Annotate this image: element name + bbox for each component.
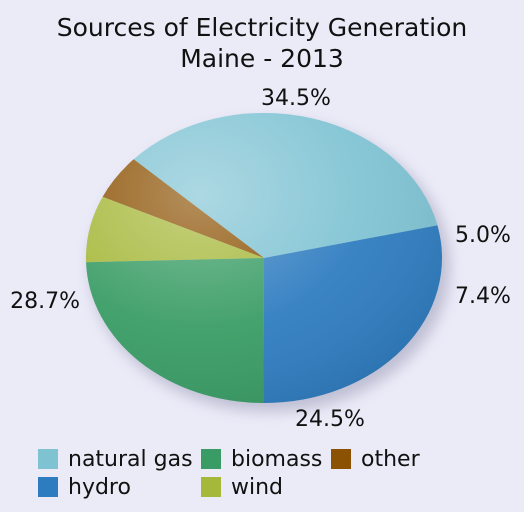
chart-title-line-1: Sources of Electricity Generation <box>57 13 467 42</box>
slice-label-wind: 7.4% <box>455 284 511 309</box>
legend-swatch-wind <box>201 477 221 497</box>
legend-label-wind: wind <box>231 475 283 500</box>
legend-label-natural-gas: natural gas <box>68 447 193 472</box>
slice-label-natural-gas: 34.5% <box>261 86 331 111</box>
legend-label-hydro: hydro <box>68 475 131 500</box>
legend-item-natural-gas: natural gas <box>38 447 193 472</box>
legend-item-wind: wind <box>201 475 283 500</box>
chart-title-line-2: Maine - 2013 <box>180 44 344 73</box>
legend-swatch-hydro <box>38 477 58 497</box>
legend-label-biomass: biomass <box>231 447 322 472</box>
legend-swatch-other <box>331 449 351 469</box>
legend-item-biomass: biomass <box>201 447 322 472</box>
slice-label-biomass: 24.5% <box>295 407 365 432</box>
legend-swatch-biomass <box>201 449 221 469</box>
legend-label-other: other <box>361 447 421 472</box>
legend-item-hydro: hydro <box>38 475 131 500</box>
legend-item-other: other <box>331 447 421 472</box>
slice-label-hydro: 28.7% <box>10 289 80 314</box>
legend-swatch-natural-gas <box>38 449 58 469</box>
pie-sheen <box>86 113 442 403</box>
slice-label-other: 5.0% <box>455 223 511 248</box>
legend: natural gas hydro biomass wind other <box>38 447 421 500</box>
